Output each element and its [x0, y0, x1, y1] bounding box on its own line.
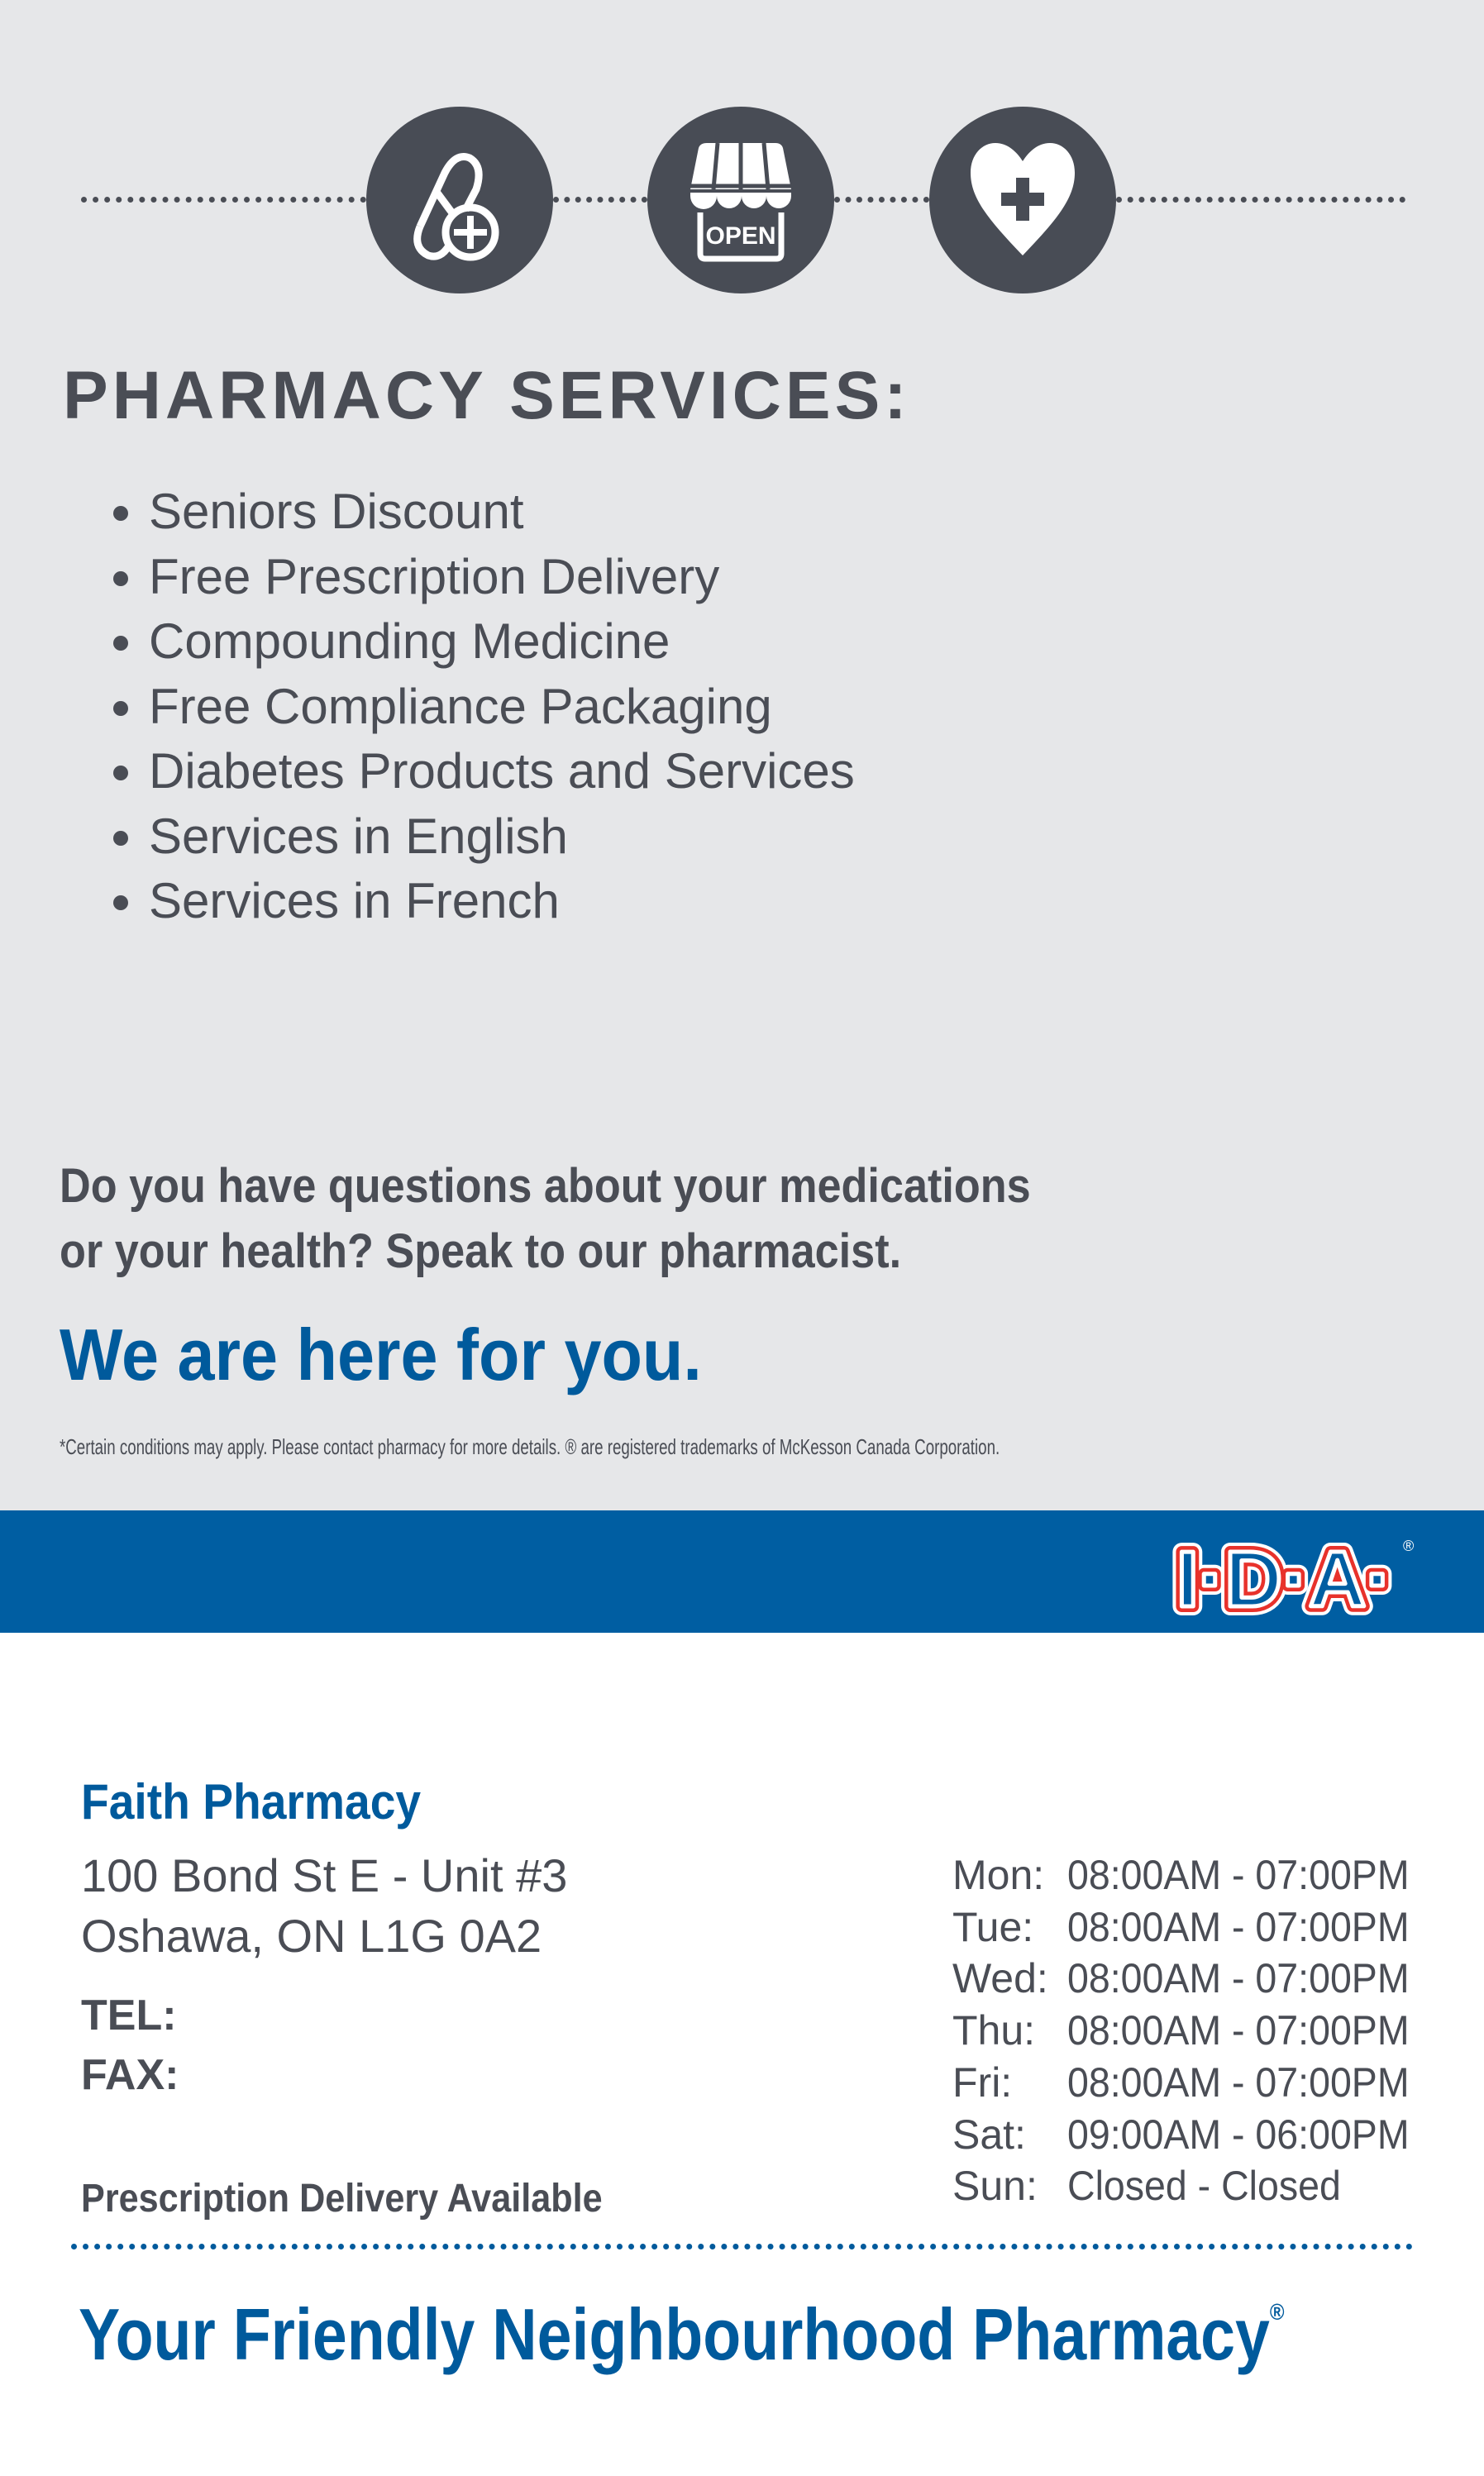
hours-row: Fri: 08:00AM - 07:00PM — [952, 2057, 1435, 2109]
time-range: 08:00AM - 07:00PM — [1067, 1852, 1410, 1898]
day-label: Thu: — [952, 2007, 1036, 2054]
time-range: Closed - Closed — [1067, 2163, 1341, 2210]
day-label: Fri: — [952, 2059, 1013, 2106]
svg-text:I·D·A·: I·D·A· — [1176, 1535, 1392, 1620]
here-for-you-heading: We are here for you. — [60, 1314, 702, 1395]
footnote: *Certain conditions may apply. Please co… — [60, 1434, 1000, 1459]
store-hours: Mon: 08:00AM - 07:00PM Tue: 08:00AM - 07:0… — [952, 1849, 1435, 2212]
fax-label: FAX: — [81, 2051, 179, 2099]
address-line: 100 Bond St E - Unit #3 — [81, 1849, 568, 1901]
pill-plus-icon — [366, 107, 553, 293]
dotted-divider — [834, 197, 929, 203]
list-item: Services in French — [149, 869, 855, 934]
list-item: Seniors Discount — [149, 479, 855, 545]
services-list: Seniors Discount Free Prescription Deliv… — [99, 479, 855, 934]
registered-mark: ® — [1269, 2299, 1285, 2325]
time-range: 08:00AM - 07:00PM — [1067, 2007, 1410, 2054]
dotted-divider — [81, 197, 366, 203]
time-range: 08:00AM - 07:00PM — [1067, 1955, 1410, 2002]
svg-text:®: ® — [1403, 1538, 1414, 1554]
hours-row: Thu: 08:00AM - 07:00PM — [952, 2005, 1435, 2057]
day-label: Sun: — [952, 2163, 1038, 2210]
list-item: Free Compliance Packaging — [149, 675, 855, 740]
open-store-icon: OPEN — [647, 107, 834, 293]
tagline: Your Friendly Neighbourhood Pharmacy® — [79, 2292, 1285, 2377]
tagline-text: Your Friendly Neighbourhood Pharmacy — [79, 2293, 1270, 2375]
day-label: Mon: — [952, 1852, 1045, 1898]
hours-row: Sun: Closed - Closed — [952, 2160, 1435, 2212]
hours-row: Sat: 09:00AM - 06:00PM — [952, 2109, 1435, 2161]
services-title: PHARMACY SERVICES: — [63, 358, 911, 433]
list-item: Services in English — [149, 804, 855, 870]
pharmacist-question: Do you have questions about your medicat… — [60, 1153, 1031, 1284]
store-address: 100 Bond St E - Unit #3 Oshawa, ON L1G 0… — [81, 1845, 567, 1966]
list-item: Free Prescription Delivery — [149, 545, 855, 610]
time-range: 09:00AM - 06:00PM — [1067, 2111, 1410, 2158]
ida-logo: I·D·A· I·D·A· I·D·A· ® — [1167, 1526, 1426, 1633]
tel-label: TEL: — [81, 1992, 177, 2039]
address-line: Oshawa, ON L1G 0A2 — [81, 1910, 542, 1962]
brand-band — [0, 1510, 1484, 1633]
delivery-note: Prescription Delivery Available — [81, 2177, 603, 2221]
store-name: Faith Pharmacy — [81, 1774, 422, 1830]
hours-row: Wed: 08:00AM - 07:00PM — [952, 1953, 1435, 2005]
day-label: Sat: — [952, 2111, 1026, 2158]
hours-row: Tue: 08:00AM - 07:00PM — [952, 1901, 1435, 1954]
heart-plus-icon — [929, 107, 1116, 293]
dotted-divider — [553, 197, 647, 203]
dotted-divider — [1116, 197, 1405, 203]
list-item: Compounding Medicine — [149, 609, 855, 675]
question-line: Do you have questions about your medicat… — [60, 1159, 1031, 1213]
svg-text:I·D·A·: I·D·A· — [1176, 1535, 1392, 1620]
day-label: Tue: — [952, 1903, 1034, 1950]
time-range: 08:00AM - 07:00PM — [1067, 1903, 1410, 1950]
open-sign-text: OPEN — [705, 222, 775, 250]
time-range: 08:00AM - 07:00PM — [1067, 2059, 1410, 2106]
dotted-divider — [71, 2244, 1413, 2249]
hours-row: Mon: 08:00AM - 07:00PM — [952, 1849, 1435, 1901]
day-label: Wed: — [952, 1955, 1048, 2002]
question-line: or your health? Speak to our pharmacist. — [60, 1224, 902, 1278]
svg-text:I·D·A·: I·D·A· — [1176, 1535, 1392, 1620]
list-item: Diabetes Products and Services — [149, 739, 855, 804]
